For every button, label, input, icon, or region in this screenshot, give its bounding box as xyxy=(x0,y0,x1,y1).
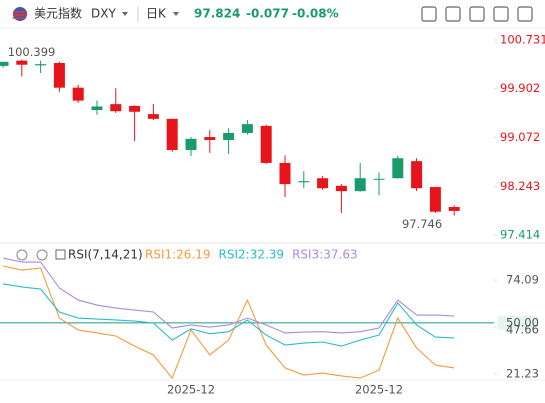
toolbar xyxy=(421,6,533,22)
tool-button[interactable] xyxy=(469,6,485,22)
candle-body xyxy=(185,138,197,150)
candle-body xyxy=(223,132,235,140)
candle-body xyxy=(0,61,9,66)
candle-body xyxy=(317,178,329,189)
tick-highlight xyxy=(498,315,538,330)
dropdown-arrow[interactable] xyxy=(173,12,179,16)
candle-body xyxy=(72,87,84,101)
candle-body xyxy=(354,178,366,192)
rsi-line xyxy=(2,257,455,334)
candle-body xyxy=(241,124,253,133)
y-tick-label: 74.09 xyxy=(506,273,539,287)
candle-body xyxy=(411,161,423,189)
candle-body xyxy=(429,187,441,212)
candle-body xyxy=(166,118,178,150)
candle-body xyxy=(335,185,347,192)
y-tick-label: 100.731 xyxy=(500,32,545,46)
x-tick-label: 2025-12 xyxy=(355,383,403,397)
y-tick-label: 21.23 xyxy=(506,366,539,380)
settings-icon[interactable] xyxy=(36,249,48,261)
period[interactable]: 日K xyxy=(146,7,167,21)
legend-label: RSI3:37.63 xyxy=(292,248,358,262)
symbol[interactable]: DXY xyxy=(91,7,116,21)
candle-body xyxy=(204,137,216,140)
candle-body xyxy=(110,104,122,112)
candle-body xyxy=(53,62,65,88)
rsi-line xyxy=(2,265,455,380)
tool-button[interactable] xyxy=(421,6,437,22)
candle-body xyxy=(147,114,159,119)
flag-icon xyxy=(13,7,27,21)
x-tick-label: 2025-12 xyxy=(167,383,215,397)
tool-button[interactable] xyxy=(493,6,509,22)
instrument-name[interactable]: 美元指数 xyxy=(34,6,82,21)
legend-label: RSI1:26.19 xyxy=(145,248,211,262)
candle-body xyxy=(35,64,47,66)
low-annotation: 97.746 xyxy=(402,217,442,231)
tool-button[interactable] xyxy=(517,6,533,22)
indicator-icon[interactable] xyxy=(55,249,66,260)
candle-body xyxy=(392,158,404,179)
high-annotation: 100.399 xyxy=(8,45,56,59)
y-tick-label: 47.66 xyxy=(506,322,539,336)
candle-body xyxy=(448,207,460,211)
candle-body xyxy=(16,60,28,65)
legend-label: RSI2:32.39 xyxy=(219,248,285,262)
y-tick-label: 50.00 xyxy=(506,315,539,329)
price: 97.824 xyxy=(194,7,240,21)
y-tick-label: 99.072 xyxy=(500,130,540,144)
candle-body xyxy=(260,125,272,163)
change: -0.077 xyxy=(246,7,289,21)
change-pct: -0.08% xyxy=(292,7,339,21)
y-tick-label: 99.902 xyxy=(500,81,540,95)
settings-icon[interactable] xyxy=(16,249,28,261)
y-tick-label: 97.414 xyxy=(500,228,540,242)
dropdown-arrow[interactable] xyxy=(122,12,128,16)
candle-body xyxy=(279,162,291,185)
rsi-line xyxy=(2,283,455,347)
y-tick-label: 98.243 xyxy=(500,179,540,193)
candle-body xyxy=(373,178,385,180)
flag-stripes xyxy=(13,11,27,19)
indicator-title: RSI(7,14,21) xyxy=(68,248,143,262)
tool-button[interactable] xyxy=(445,6,461,22)
candle-body xyxy=(91,106,103,111)
candle-body xyxy=(298,181,310,183)
candle-body xyxy=(129,105,141,112)
